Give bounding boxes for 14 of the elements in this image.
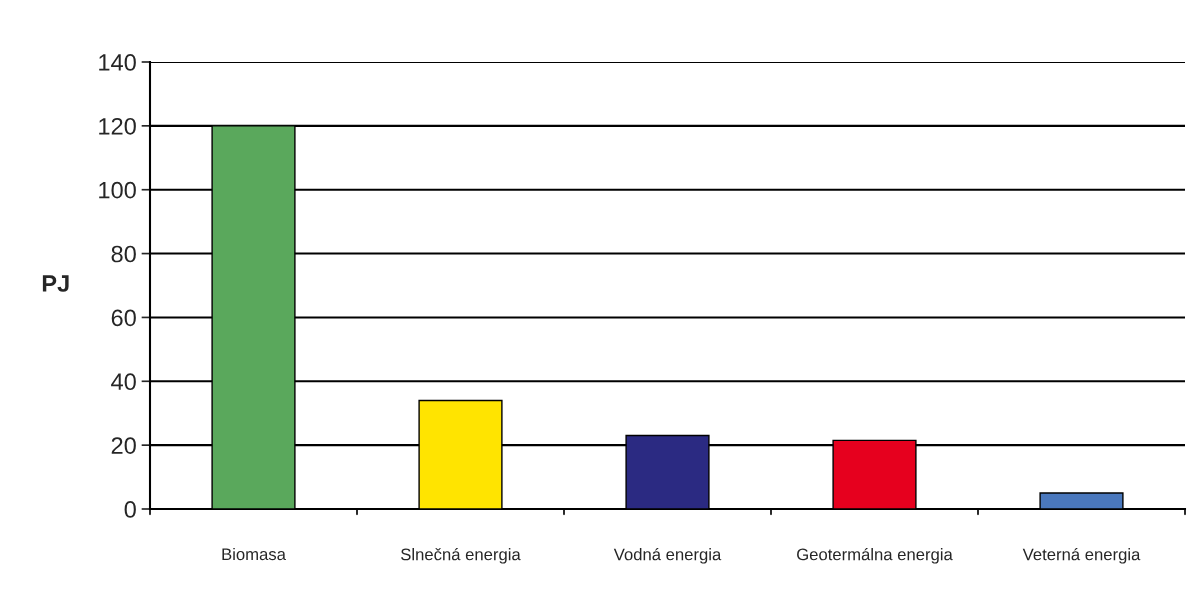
y-tick-label: 20 (111, 437, 136, 454)
y-tick-label: 120 (99, 117, 136, 135)
y-tick-label: 0 (124, 501, 136, 518)
y-tick-label: 100 (99, 181, 136, 199)
y-tick-label: 140 (99, 54, 136, 71)
x-tick-label: Biomasa (222, 547, 286, 561)
y-tick-label: 60 (111, 309, 136, 327)
x-tick-label: Geotermálna energia (797, 547, 953, 564)
y-axis-title: PJ (42, 275, 69, 292)
y-tick-label: 80 (111, 245, 136, 263)
x-tick-label: Slnečná energia (401, 547, 521, 564)
x-tick-label: Veterná energia (1022, 547, 1141, 564)
y-tick-label: 40 (111, 373, 136, 391)
x-tick-label: Vodná energia (613, 547, 722, 564)
